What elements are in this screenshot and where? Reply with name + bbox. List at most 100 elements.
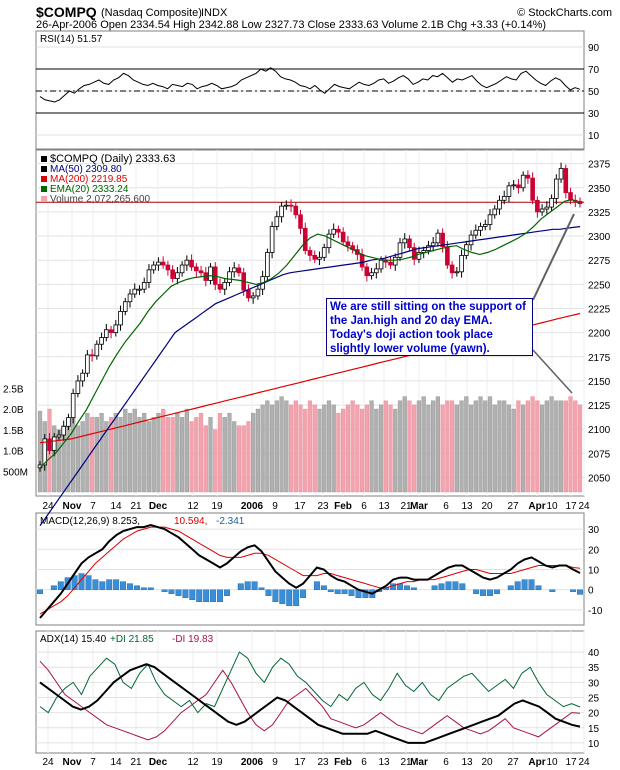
volume-bar [540,404,545,493]
volume-bar [284,400,289,493]
candle-body [317,256,322,260]
macd-histogram-bar [327,589,334,592]
volume-bar [516,400,521,493]
volume-bar [326,400,332,493]
price-legend-entry: Volume 2,072,265,600 [50,194,151,205]
volume-bar [350,400,355,493]
candle-body [269,226,275,253]
macd-histogram-bar [113,579,120,590]
adx-tick-label: 25 [588,694,600,705]
adx-tick-label: 20 [588,709,600,720]
volume-bar [563,400,568,493]
macd-tick-label: 10 [588,566,600,577]
candle-body [118,310,123,326]
volume-bar [279,396,284,493]
candle-body [549,197,554,208]
adx-date-label: 17 [565,757,577,768]
candle-body [250,295,256,299]
macd-histogram-bar [272,589,279,603]
volume-bar [521,404,526,493]
macd-histogram-bar [140,587,147,590]
adx-legend-minus-di: -DI 19.83 [172,634,214,645]
volume-bar [416,400,422,493]
macd-histogram-bar [577,589,583,595]
volume-bar [445,400,450,493]
candle-body [56,434,62,438]
price-legend-swatch [41,186,47,192]
price-legend-swatch [41,176,47,182]
candle-body [146,269,152,283]
candle-body [66,417,71,427]
price-date-label: 14 [110,501,122,512]
adx-legend-adx: ADX(14) 15.40 [40,634,107,645]
macd-histogram-bar [217,589,223,603]
macd-tick-label: 30 [588,525,600,536]
price-date-label: 9 [272,501,278,512]
candle-body [520,174,526,189]
candle-body [175,272,180,279]
volume-bar [75,425,80,493]
price-date-label: 19 [211,501,223,512]
volume-bar [241,425,246,493]
price-tick-label: 2325 [588,208,611,219]
volume-bar [345,404,350,493]
price-legend-swatch [41,196,47,202]
candle-body [378,259,384,270]
candle-body [89,354,95,357]
candle-body [156,261,161,266]
macd-histogram-bar [334,589,341,594]
candle-body [198,270,204,274]
adx-date-label: 27 [507,757,519,768]
plus-di-line [39,651,581,714]
rsi-panel [35,30,585,150]
volume-bar [383,400,388,493]
volume-bar [506,404,512,493]
price-legend-entry: EMA(20) 2333.24 [50,184,129,195]
candle-body [51,436,57,451]
adx-date-label: 23 [317,757,329,768]
candle-body [445,246,450,266]
volume-bar [577,404,583,493]
volume-bar [52,425,57,493]
macd-histogram-bar [251,581,258,590]
candle-body [544,206,550,210]
candle-body [374,268,379,274]
volume-bar [270,404,275,493]
price-legend-swatch [41,166,47,172]
macd-histogram-bar [71,575,78,590]
price-tick-label: 2150 [588,377,611,388]
candle-body [104,329,109,338]
volume-bar [341,408,346,493]
candle-body [194,266,199,272]
macd-histogram-bar [570,589,577,592]
adx-tick-label: 40 [588,648,600,659]
price-tick-label: 2225 [588,304,611,315]
candle-body [530,177,535,201]
annotation-box: We are still sitting on the support of t… [326,298,533,356]
macd-histogram-bar [120,581,127,590]
volume-bar [251,412,256,493]
candle-body [307,250,313,256]
volume-bar [307,400,313,493]
price-date-label: Mar [410,501,428,512]
candle-body [132,288,138,295]
candle-body [416,252,422,260]
macd-tick-label: 20 [588,545,600,556]
volume-bar [184,408,189,493]
rsi-tick-label: 70 [588,65,600,76]
adx-date-label: 17 [294,757,306,768]
volume-bar [464,396,469,493]
candle-body [388,261,393,266]
candle-body [558,168,564,180]
macd-histogram-bar [175,589,182,596]
volume-bar [222,417,227,493]
candle-body [511,184,516,187]
adx-tick-label: 10 [588,739,600,750]
volume-bar [123,408,128,493]
adx-date-label: 7 [90,757,96,768]
candle-body [506,185,512,197]
candle-body [94,343,100,357]
macd-histogram-bar [161,589,168,592]
candle-body [113,324,119,334]
candle-body [459,254,464,273]
